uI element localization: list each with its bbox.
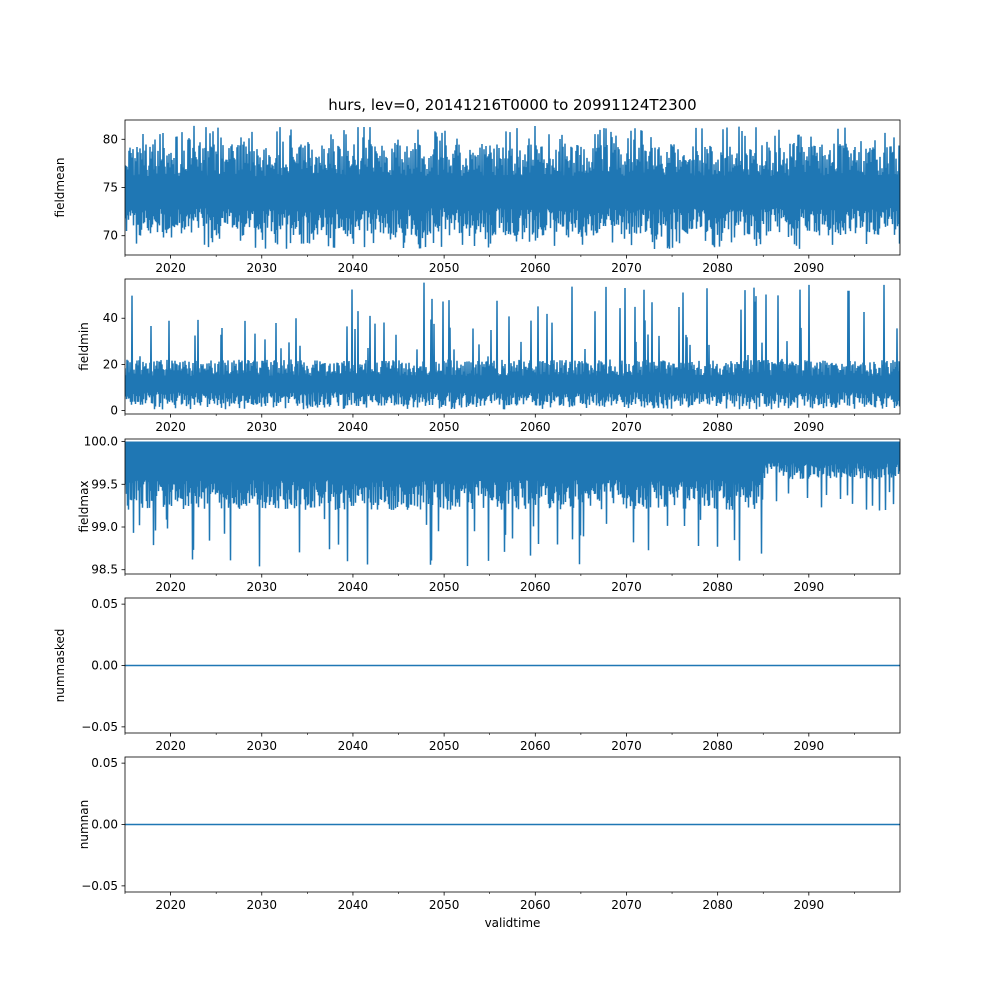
x-tick-label: 2060 [520, 580, 551, 594]
y-tick-label: 75 [103, 181, 118, 195]
x-tick-label: 2020 [155, 739, 186, 753]
x-tick-label: 2020 [155, 898, 186, 912]
y-tick-label: 0.05 [91, 756, 118, 770]
y-axis-label: fieldmean [53, 158, 67, 218]
y-tick-label: 0 [110, 404, 118, 418]
y-tick-label: 100.0 [84, 435, 118, 449]
x-tick-label: 2050 [429, 261, 460, 275]
panel-fieldmax: 98.5 99.0 99.5 100.0 2020 2030 2040 2050 2060 207… [77, 435, 901, 594]
x-tick-label: 2030 [246, 739, 277, 753]
x-tick-label: 2030 [246, 420, 277, 434]
series-line-fieldmax [125, 441, 900, 567]
x-tick-label: 2050 [429, 739, 460, 753]
axes-frame [124, 278, 901, 415]
x-tick-label: 2030 [246, 580, 277, 594]
axes-frame [124, 438, 901, 575]
x-tick-label: 2060 [520, 739, 551, 753]
x-tick-label: 2050 [429, 898, 460, 912]
y-tick-label: 0.00 [91, 818, 118, 832]
series-line-fieldmean [125, 125, 900, 250]
y-tick-label: 99.5 [91, 477, 118, 491]
y-tick-label: 99.0 [91, 520, 118, 534]
x-tick-label: 2090 [794, 898, 825, 912]
x-tick-label: 2040 [338, 739, 369, 753]
x-tick-label: 2090 [794, 261, 825, 275]
y-axis-label: fieldmin [77, 322, 91, 371]
y-tick-label: −0.05 [81, 720, 118, 734]
panel-numnan: 0.05 0.00 −0.05 2020 2030 2040 2050 2060 2070 208… [77, 756, 901, 912]
x-tick-label: 2090 [794, 420, 825, 434]
x-tick-label: 2020 [155, 580, 186, 594]
x-tick-label: 2070 [611, 261, 642, 275]
y-tick-label: 0.00 [91, 659, 118, 673]
x-tick-label: 2090 [794, 739, 825, 753]
x-tick-label: 2050 [429, 420, 460, 434]
y-tick-label: 0.05 [91, 597, 118, 611]
y-tick-label: 20 [103, 357, 118, 371]
x-tick-label: 2060 [520, 261, 551, 275]
x-tick-label: 2080 [702, 739, 733, 753]
x-tick-label: 2020 [155, 420, 186, 434]
x-tick-label: 2080 [702, 420, 733, 434]
x-tick-label: 2080 [702, 898, 733, 912]
y-tick-label: 40 [103, 311, 118, 325]
x-axis-label: validtime [484, 916, 541, 930]
y-axis-label: numnan [77, 800, 91, 849]
y-axis-label: fieldmax [77, 480, 91, 532]
panel-nummasked: 0.05 0.00 −0.05 2020 2030 2040 2050 2060 2070 208… [53, 597, 901, 753]
x-tick-label: 2060 [520, 420, 551, 434]
y-axis-label: nummasked [53, 629, 67, 703]
x-tick-label: 2040 [338, 420, 369, 434]
x-tick-label: 2070 [611, 420, 642, 434]
x-tick-label: 2030 [246, 261, 277, 275]
x-tick-label: 2050 [429, 580, 460, 594]
x-tick-label: 2070 [611, 580, 642, 594]
y-tick-label: 80 [103, 132, 118, 146]
y-tick-label: −0.05 [81, 879, 118, 893]
series-line-fieldmin [125, 282, 900, 410]
x-tick-label: 2040 [338, 580, 369, 594]
x-tick-label: 2060 [520, 898, 551, 912]
x-tick-label: 2090 [794, 580, 825, 594]
x-tick-label: 2080 [702, 580, 733, 594]
x-tick-label: 2040 [338, 898, 369, 912]
y-tick-label: 98.5 [91, 563, 118, 577]
chart-title: hurs, lev=0, 20141216T0000 to 20991124T2… [328, 96, 697, 114]
x-tick-label: 2020 [155, 261, 186, 275]
panel-fieldmean: 70 75 80 2020 2030 2040 2050 2060 2070 2080 2090 fi… [53, 119, 901, 275]
x-tick-label: 2070 [611, 898, 642, 912]
x-tick-label: 2080 [702, 261, 733, 275]
y-tick-label: 70 [103, 229, 118, 243]
x-tick-label: 2040 [338, 261, 369, 275]
x-tick-label: 2070 [611, 739, 642, 753]
x-tick-label: 2030 [246, 898, 277, 912]
